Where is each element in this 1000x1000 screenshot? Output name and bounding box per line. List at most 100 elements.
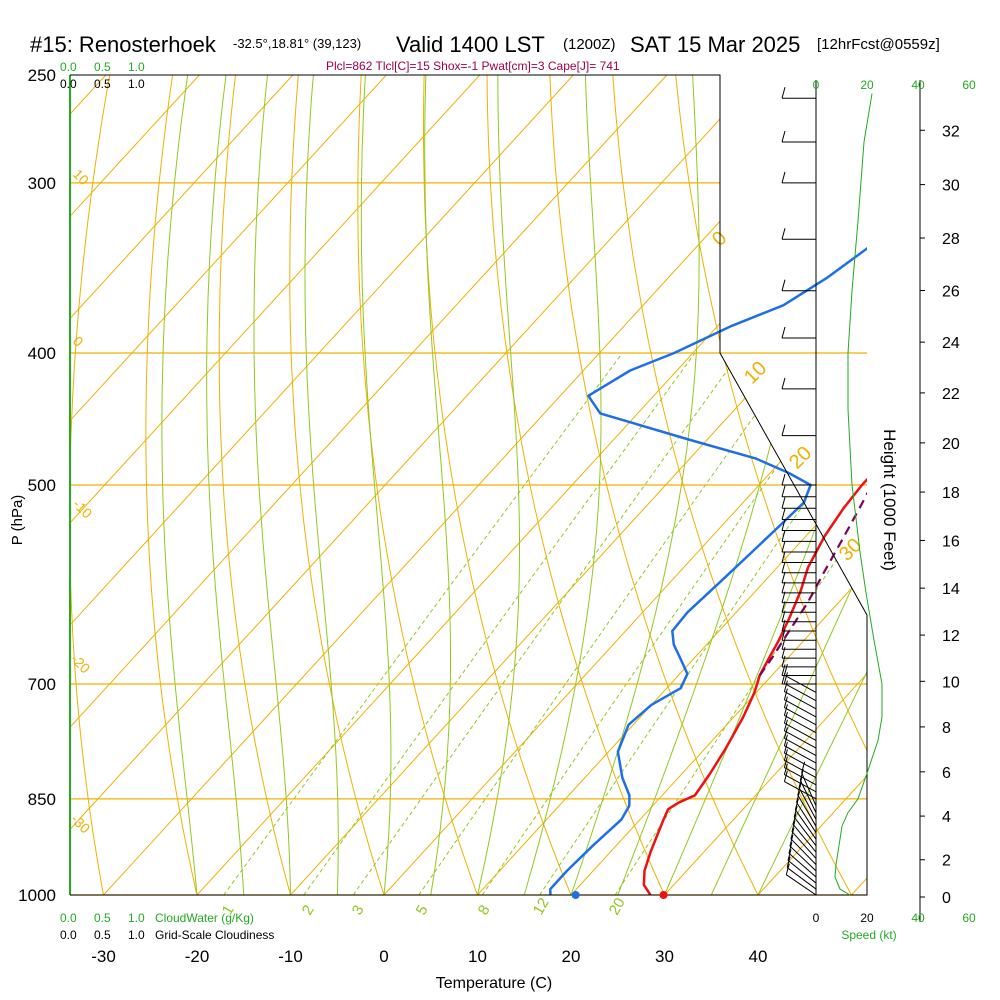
cloudiness-top-tick-0: 0.0 <box>60 77 77 91</box>
dry-adiabat-line <box>675 75 867 895</box>
wind-barb-flag <box>783 749 788 761</box>
wind-barb-flag <box>781 326 786 339</box>
valid-zulu: (1200Z) <box>563 36 616 53</box>
surface-dewpoint-dot <box>571 891 580 899</box>
height-tick-label: 12 <box>942 628 960 645</box>
cloudiness-bottom-tick-2: 1.0 <box>128 928 145 942</box>
mixing-ratio-label: 3 <box>349 902 368 918</box>
wind-barb-flag <box>783 680 788 692</box>
height-tick-label: 4 <box>942 809 951 826</box>
speed-bottom-scale: 0 20 40 60 Speed (kt) <box>813 911 976 942</box>
isotherm-line <box>851 75 867 895</box>
cloudiness-bottom-tick-1: 0.5 <box>94 928 111 942</box>
wind-barb-flag <box>781 508 786 520</box>
wind-barb-flag <box>792 813 797 825</box>
wind-barb-flag <box>783 734 788 746</box>
height-axis-title: Height (1000 Feet) <box>880 429 899 571</box>
moist-adiabat-line <box>206 75 245 895</box>
wind-barb-staff <box>786 874 817 896</box>
dry-adiabat-line <box>289 75 394 895</box>
wind-barb-staff <box>787 860 817 884</box>
height-tick-label: 8 <box>942 720 951 737</box>
height-tick-label: 18 <box>942 485 960 502</box>
cloudwater-bottom-tick-0: 0.0 <box>60 911 77 925</box>
height-tick-label: 2 <box>942 853 951 870</box>
wind-barb-staff <box>784 722 817 741</box>
y-axis-title: P (hPa) <box>9 495 26 546</box>
wind-barb-flag <box>783 719 788 731</box>
pressure-tick-label: 700 <box>28 675 56 694</box>
temperature-tick-label: 0 <box>379 947 388 966</box>
height-tick-label: 14 <box>942 581 960 598</box>
height-tick-label: 10 <box>942 674 960 691</box>
plot-frame <box>70 74 868 896</box>
mixing-ratio-label: 20 <box>606 895 629 918</box>
height-tick-label: 32 <box>942 123 960 140</box>
speed-top-tick-0: 0 <box>813 78 820 92</box>
wind-speed-trace <box>834 93 883 896</box>
station-title: #15: Renosterhoek <box>30 32 217 57</box>
speed-axis-label: Speed (kt) <box>841 928 896 942</box>
speed-top-scale: 0 20 40 60 <box>813 78 976 92</box>
wind-barb-flag <box>783 763 788 775</box>
pressure-tick-label: 250 <box>28 66 56 85</box>
forecast-run: [12hrFcst@0559z] <box>817 36 940 53</box>
x-axis-title: Temperature (C) <box>436 975 552 992</box>
moist-adiabat-line <box>161 75 198 895</box>
cloudiness-top-tick-1: 0.5 <box>94 77 111 91</box>
speed-bottom-tick-3: 60 <box>962 911 976 925</box>
parcel-trace <box>758 491 867 677</box>
wind-barb-flag <box>781 130 786 143</box>
temperature-tick-label: 40 <box>749 947 768 966</box>
speed-bottom-tick-2: 40 <box>911 911 925 925</box>
cloudiness-top-scale: 0.0 0.5 1.0 <box>60 77 145 91</box>
height-tick-label: 0 <box>942 890 951 907</box>
wind-barb-staff <box>794 809 817 840</box>
wind-barb-flag <box>781 424 786 436</box>
wind-barb-flag <box>783 712 788 724</box>
wind-barb-flag <box>783 756 788 768</box>
mixing-ratio-line <box>223 352 623 895</box>
isotherm-line <box>70 75 387 895</box>
moist-adiabat-line <box>304 75 339 895</box>
cloudiness-label: Grid-Scale Cloudiness <box>155 928 274 942</box>
wind-barb-staff <box>790 838 817 866</box>
forecast-date: SAT 15 Mar 2025 <box>630 32 800 57</box>
wind-barb-flag <box>781 87 786 99</box>
dry-adiabat-line <box>927 75 1000 924</box>
moist-adiabat-line <box>757 75 867 895</box>
wind-barb-staff <box>789 845 817 872</box>
temperature-tick-label: 30 <box>655 947 674 966</box>
dry-adiabat-line <box>738 75 867 895</box>
wind-barb-staff <box>793 816 817 846</box>
dry-adiabat-line <box>486 75 679 895</box>
height-tick-label: 30 <box>942 178 960 195</box>
wind-barb-flag <box>781 581 786 593</box>
wind-barb-flag <box>781 473 786 486</box>
temperature-tick-label: 20 <box>562 947 581 966</box>
cloudwater-bottom-tick-2: 1.0 <box>128 911 145 925</box>
dry-adiabat-line <box>357 75 489 895</box>
moist-adiabat-line <box>710 75 867 895</box>
wind-barb-flag <box>781 591 786 603</box>
pressure-tick-label: 500 <box>28 476 56 495</box>
wind-barb-flag <box>781 664 786 676</box>
wind-barb-flag <box>789 834 794 847</box>
moist-adiabat-line <box>253 75 291 895</box>
wind-barb-flag <box>796 791 801 803</box>
wind-barb-staff <box>784 745 817 764</box>
isotherm-label: 20 <box>785 442 816 473</box>
wind-barb-staff <box>799 780 817 813</box>
mixing-ratio-label: 5 <box>413 902 432 918</box>
mixing-ratio-label: 2 <box>299 902 318 918</box>
speed-top-tick-3: 60 <box>962 78 976 92</box>
station-coords: -32.5°,18.81° (39,123) <box>233 36 361 51</box>
cloudiness-bottom-tick-0: 0.0 <box>60 928 77 942</box>
cloudiness-bottom-scale: 0.0 0.5 1.0 Grid-Scale Cloudiness <box>60 928 274 942</box>
wind-barb-staff <box>798 787 817 820</box>
height-tick-label: 26 <box>942 284 960 301</box>
dry-adiabat-line <box>218 75 300 895</box>
dry-adiabat-line <box>145 75 205 895</box>
speed-top-tick-2: 40 <box>911 78 925 92</box>
wind-barb-staff <box>784 707 817 726</box>
